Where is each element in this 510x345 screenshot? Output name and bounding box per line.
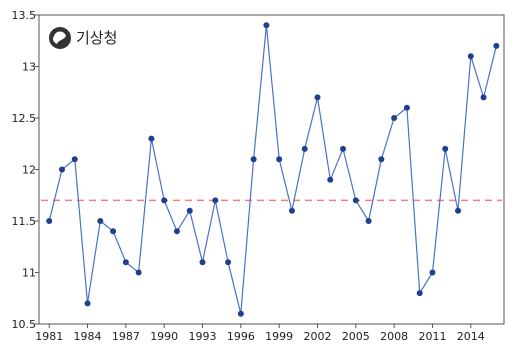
x-tick-label: 1993 (189, 330, 217, 343)
data-point (365, 218, 372, 224)
series-line (48, 25, 497, 314)
data-point (46, 218, 53, 224)
y-tick-label: 11 (22, 267, 36, 280)
data-point (148, 135, 155, 142)
x-tick-label: 1996 (227, 330, 255, 343)
data-point (352, 197, 359, 204)
data-point (378, 156, 385, 163)
data-point (301, 145, 308, 152)
data-point (84, 300, 91, 307)
data-point (429, 269, 436, 276)
x-tick-label: 1990 (150, 330, 178, 343)
data-point (161, 197, 168, 204)
data-point (122, 259, 129, 266)
x-tick-label: 2005 (342, 330, 370, 343)
data-point (250, 156, 257, 163)
y-tick-label: 13.5 (12, 9, 37, 22)
x-tick-label: 1984 (74, 330, 102, 343)
data-point (442, 145, 449, 152)
x-tick-label: 2002 (303, 330, 331, 343)
data-point (403, 104, 410, 111)
y-tick-label: 12 (22, 164, 36, 177)
data-point (416, 290, 423, 297)
x-tick-label: 2008 (380, 330, 408, 343)
kma-taegeuk-logo-swirl (53, 31, 66, 44)
data-point (212, 197, 219, 204)
brand-logo (49, 27, 71, 49)
data-point (186, 207, 193, 214)
data-points (46, 22, 500, 317)
data-point (340, 145, 347, 152)
x-tick-label: 1981 (35, 330, 63, 343)
data-point (199, 259, 206, 266)
data-point (97, 218, 104, 224)
data-point (327, 176, 334, 183)
y-tick-label: 13 (22, 61, 36, 74)
data-point (493, 42, 500, 49)
x-tick-label: 1987 (112, 330, 140, 343)
data-point (276, 156, 283, 163)
y-axis-ticks: 10.5 11 11.5 12 12.5 13 13.5 (12, 9, 39, 331)
y-tick-label: 12.5 (12, 112, 37, 125)
y-tick-label: 10.5 (12, 318, 37, 331)
data-point (288, 207, 295, 214)
x-axis-ticks: 1981 1984 1987 1990 1993 1996 1999 2002 2005 2008… (35, 324, 485, 343)
data-point (71, 156, 78, 163)
x-tick-label: 2011 (418, 330, 446, 343)
x-tick-label: 1999 (265, 330, 293, 343)
data-point (110, 228, 117, 235)
brand-name: 기상청 (76, 29, 117, 47)
plot-area-frame (38, 14, 505, 325)
data-point (135, 269, 142, 276)
data-point (480, 94, 487, 101)
data-point (173, 228, 180, 235)
data-point (237, 310, 244, 317)
data-point (263, 22, 270, 29)
y-tick-label: 11.5 (12, 215, 37, 228)
data-point (58, 166, 65, 173)
x-tick-label: 2014 (457, 330, 485, 343)
data-point (391, 115, 398, 121)
data-point (455, 207, 462, 214)
data-point (467, 53, 474, 60)
data-point (314, 94, 321, 101)
data-point (225, 259, 232, 266)
